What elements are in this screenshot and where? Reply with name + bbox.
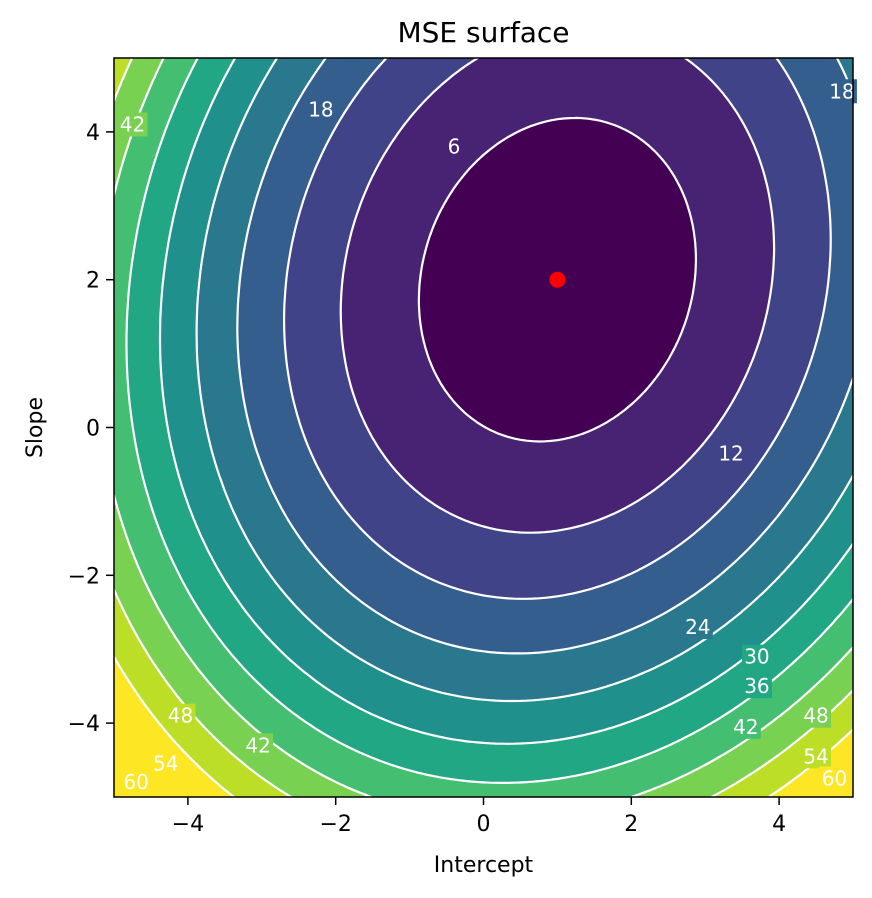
chart-title: MSE surface bbox=[397, 16, 569, 49]
